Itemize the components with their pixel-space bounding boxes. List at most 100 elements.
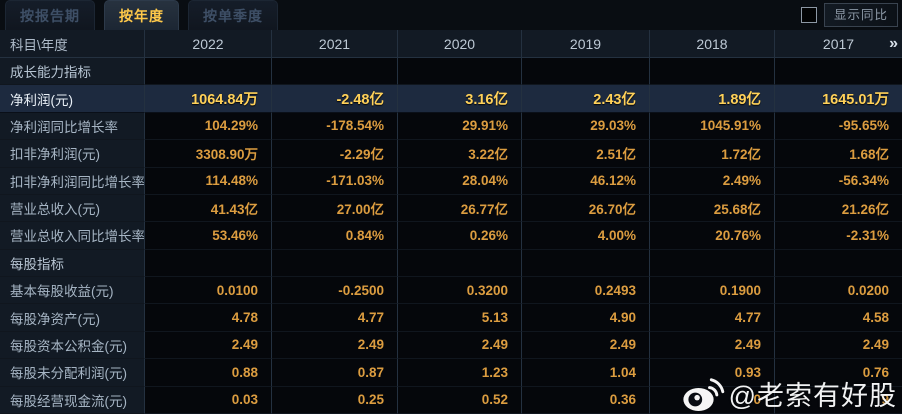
row-label: 营业总收入同比增长率: [0, 222, 145, 250]
cell-value: 4.77: [650, 304, 775, 332]
cell-value: 4.00%: [522, 222, 650, 250]
cell-value: -178.54%: [272, 112, 398, 141]
cell-value: 0: [650, 386, 775, 414]
year-header-2021: 2021: [272, 30, 398, 58]
cell-value: 1064.84万: [145, 85, 272, 113]
cell-value: 2.51亿: [522, 140, 650, 168]
tab-2[interactable]: 按单季度: [188, 0, 278, 30]
cell-value: 20.76%: [650, 222, 775, 250]
cell-value: 2.49: [272, 331, 398, 360]
show-yoy-label[interactable]: 显示同比: [823, 3, 898, 27]
cell-value: 1045.91%: [650, 112, 775, 141]
cell-value: [398, 58, 522, 86]
cell-value: 3.22亿: [398, 140, 522, 168]
cell-value: 0.2493: [522, 277, 650, 305]
cell-value: 1.23: [398, 359, 522, 387]
more-years-button[interactable]: »: [889, 34, 898, 52]
row-label: 每股资本公积金(元): [0, 331, 145, 360]
cell-value: [522, 249, 650, 277]
cell-value: 0.36: [522, 386, 650, 414]
cell-value: -0.2500: [272, 277, 398, 305]
cell-value: [650, 249, 775, 277]
cell-value: 29.03%: [522, 112, 650, 141]
cell-value: [272, 249, 398, 277]
cell-value: 0.1900: [650, 277, 775, 305]
show-yoy-checkbox[interactable]: [800, 7, 817, 23]
year-header-label: 2020: [443, 35, 476, 52]
cell-value: 2.49: [775, 331, 902, 360]
row-label: 每股指标: [0, 249, 145, 277]
cell-value: 2.43亿: [522, 85, 650, 113]
yoy-controls: 显示同比: [800, 0, 898, 30]
year-header-2022: 2022: [145, 30, 272, 58]
cell-value: 0.0100: [145, 277, 272, 305]
corner-header: 科目\年度: [0, 30, 145, 58]
cell-value: 26.77亿: [398, 194, 522, 223]
tab-bar-tabs: 按报告期 按年度 按单季度: [5, 0, 278, 30]
row-label: 基本每股收益(元): [0, 277, 145, 305]
tab-1-active[interactable]: 按年度: [104, 0, 179, 30]
cell-value: 3308.90万: [145, 140, 272, 168]
cell-value: [398, 249, 522, 277]
cell-value: 0.93: [650, 359, 775, 387]
cell-value: 4.90: [522, 304, 650, 332]
cell-value: 0.0200: [775, 277, 902, 305]
year-header-label: 2017: [822, 35, 855, 52]
cell-value: 1.72亿: [650, 140, 775, 168]
cell-value: 21.26亿: [775, 194, 902, 223]
cell-value: 26.70亿: [522, 194, 650, 223]
cell-value: 4.58: [775, 304, 902, 332]
cell-value: 3.16亿: [398, 85, 522, 113]
cell-value: -2.31%: [775, 222, 902, 250]
tab-bar: 按报告期 按年度 按单季度 显示同比: [0, 0, 902, 30]
cell-value: [775, 249, 902, 277]
row-label: 扣非净利润同比增长率: [0, 167, 145, 195]
year-header-2018: 2018: [650, 30, 775, 58]
row-label: 扣非净利润(元): [0, 140, 145, 168]
cell-value: 4.77: [272, 304, 398, 332]
cell-value: 1645.01万: [775, 85, 902, 113]
financial-table: 科目\年度 2022 2021 2020 2019 2018 2017 » 成长能力指标 净利润(…: [0, 30, 902, 414]
year-header-label: 2018: [696, 35, 728, 52]
cell-value: 0.25: [272, 386, 398, 414]
cell-value: 53.46%: [145, 222, 272, 250]
cell-value: 4.78: [145, 304, 272, 332]
cell-value: [145, 249, 272, 277]
row-label: 每股净资产(元): [0, 304, 145, 332]
cell-value: 0.87: [272, 359, 398, 387]
row-label: 成长能力指标: [0, 58, 145, 86]
cell-value: 2.49: [522, 331, 650, 360]
cell-value: 29.91%: [398, 112, 522, 141]
year-header-label: 2021: [318, 35, 351, 52]
year-header-label: 2019: [569, 35, 602, 52]
cell-value: 0.84%: [272, 222, 398, 250]
cell-value: 2.49%: [650, 167, 775, 195]
cell-value: -171.03%: [272, 167, 398, 195]
cell-value: 0.76: [775, 359, 902, 387]
cell-value: -2.48亿: [272, 85, 398, 113]
tab-0[interactable]: 按报告期: [5, 0, 95, 30]
cell-value: -2.29亿: [272, 140, 398, 168]
year-header-2017: 2017 »: [775, 30, 902, 58]
cell-value: 114.48%: [145, 167, 272, 195]
cell-value: 0.03: [145, 386, 272, 414]
cell-value: 0.52: [398, 386, 522, 414]
row-label: 净利润(元): [0, 85, 145, 113]
cell-value: 1.68亿: [775, 140, 902, 168]
cell-value: 1.04: [522, 359, 650, 387]
row-label: 营业总收入(元): [0, 194, 145, 223]
row-label: 每股未分配利润(元): [0, 359, 145, 387]
cell-value: [522, 58, 650, 86]
cell-value: 0.26%: [398, 222, 522, 250]
cell-value: [145, 58, 272, 86]
cell-value: 27.00亿: [272, 194, 398, 223]
row-label: 净利润同比增长率: [0, 112, 145, 141]
cell-value: [775, 58, 902, 86]
cell-value: 25.68亿: [650, 194, 775, 223]
cell-value: 2.49: [145, 331, 272, 360]
cell-value: 41.43亿: [145, 194, 272, 223]
cell-value: 1.89亿: [650, 85, 775, 113]
cell-value: [272, 58, 398, 86]
cell-value: -95.65%: [775, 112, 902, 141]
